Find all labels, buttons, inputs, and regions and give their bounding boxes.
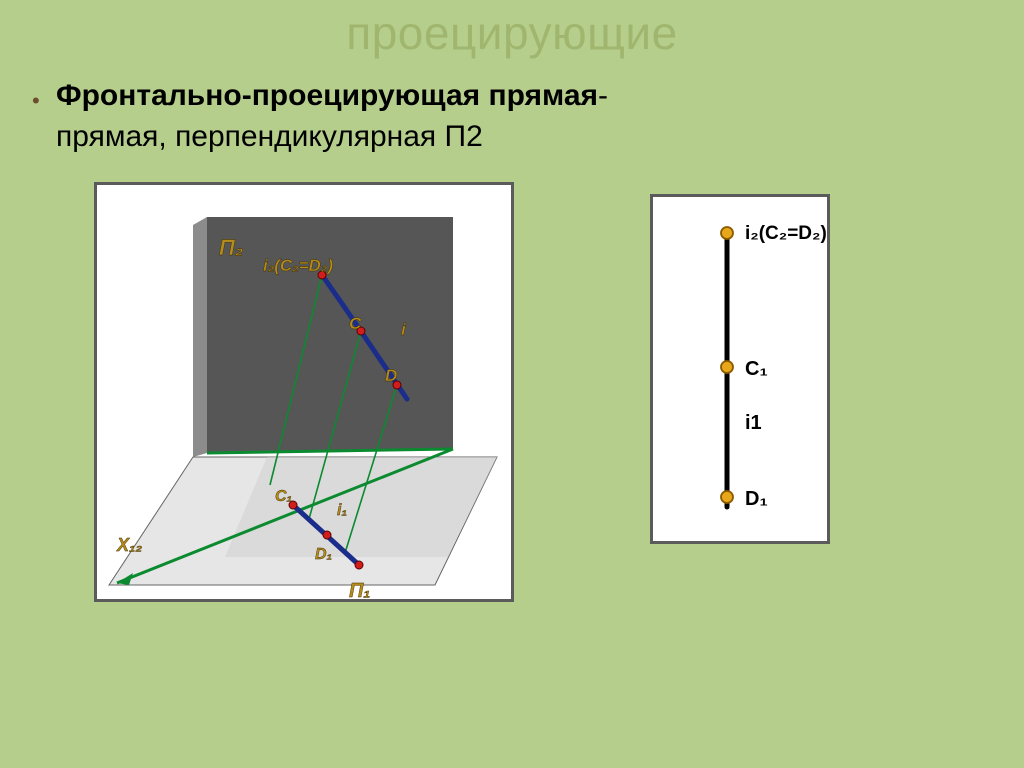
svg-text:X₁₂: X₁₂ bbox=[116, 535, 142, 555]
svg-text:П₂: П₂ bbox=[219, 235, 243, 260]
bullet-bold: Фронтально-проецирующая прямая bbox=[56, 79, 598, 112]
figure-3d-projection: П₂i₂(C₂=D₂)CiDC₁i₁D₁X₁₂П₁ bbox=[94, 182, 514, 602]
svg-text:C₁: C₁ bbox=[275, 488, 292, 505]
svg-text:П₁: П₁ bbox=[349, 580, 370, 602]
figure-3d-svg: П₂i₂(C₂=D₂)CiDC₁i₁D₁X₁₂П₁ bbox=[97, 185, 517, 605]
svg-text:D₁: D₁ bbox=[745, 488, 768, 510]
svg-text:D: D bbox=[385, 366, 397, 385]
svg-text:i₁: i₁ bbox=[337, 502, 347, 519]
bullet-dot-icon: • bbox=[32, 90, 40, 112]
slide-title: проецирующие bbox=[0, 6, 1024, 60]
svg-text:D₁: D₁ bbox=[315, 546, 332, 563]
svg-text:C: C bbox=[349, 314, 362, 333]
svg-text:C₁: C₁ bbox=[745, 358, 768, 380]
svg-text:i₂(C₂=D₂): i₂(C₂=D₂) bbox=[745, 223, 827, 244]
bullet-text: • Фронтально-проецирующая прямая- прямая… bbox=[56, 76, 984, 157]
svg-text:i₂(C₂=D₂): i₂(C₂=D₂) bbox=[263, 256, 333, 275]
svg-text:i1: i1 bbox=[745, 412, 762, 434]
bullet-rest: прямая, перпендикулярная П2 bbox=[56, 120, 483, 153]
bullet-dash: - bbox=[598, 79, 608, 112]
figure-epure-svg: i₂(C₂=D₂) C₁ i1 D₁ bbox=[653, 197, 833, 547]
figure-epure: i₂(C₂=D₂) C₁ i1 D₁ bbox=[650, 194, 830, 544]
